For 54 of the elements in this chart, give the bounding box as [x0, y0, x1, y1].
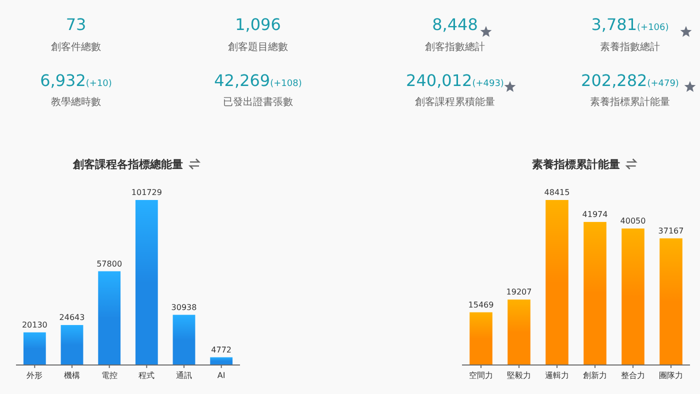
text: 8,448 [432, 15, 478, 34]
bar [622, 228, 644, 365]
bar [135, 200, 158, 365]
x-tick-label: 機構 [64, 371, 80, 380]
text: 6,932(+10) [40, 71, 112, 90]
text: 42,269(+108) [214, 71, 302, 90]
bar [172, 314, 196, 365]
data-label: 101729 [131, 188, 162, 197]
x-tick-label: 團隊力 [659, 371, 683, 380]
x-tick-label: 邏輯力 [545, 371, 569, 380]
x-tick-label: 堅毅力 [507, 371, 531, 380]
text: 240,012(+493) [406, 71, 504, 90]
data-label: 48415 [544, 188, 570, 197]
bar [60, 325, 84, 365]
text: 創客件總數 [51, 41, 101, 53]
data-label: 41974 [582, 210, 608, 219]
text: 已發出證書張數 [223, 96, 293, 108]
bar [584, 222, 606, 365]
x-tick-label: 通訊 [176, 371, 192, 380]
text: 3,781(+106) [591, 15, 669, 34]
text: 創客題目總數 [228, 41, 288, 53]
x-tick-label: 外形 [26, 371, 43, 380]
chart-title: 素養指標累計能量 [532, 158, 620, 171]
text: 教學總時數 [51, 96, 101, 108]
bar [98, 271, 121, 365]
chart-title: 創客課程各指標總能量 [72, 158, 183, 171]
bar [546, 200, 568, 365]
x-tick-label: 程式 [138, 371, 155, 380]
x-tick-label: 電控 [101, 371, 118, 380]
bar [508, 300, 530, 365]
text: 素養指標累計能量 [590, 96, 670, 108]
text: 素養指數總計 [600, 41, 660, 53]
data-label: 40050 [620, 216, 646, 226]
data-label: 30938 [171, 302, 197, 312]
x-tick-label: 空間力 [469, 371, 493, 380]
x-tick-label: AI [217, 371, 226, 380]
data-label: 37167 [658, 226, 684, 236]
x-tick-label: 創新力 [583, 371, 607, 380]
text: 創客課程累積能量 [415, 96, 495, 108]
bar [470, 312, 492, 365]
bar [23, 332, 46, 365]
bar [210, 357, 233, 365]
x-tick-label: 整合力 [621, 371, 645, 380]
data-label: 4772 [211, 345, 232, 354]
data-label: 20130 [22, 320, 48, 330]
text: 創客指數總計 [425, 41, 485, 53]
text: 73 [66, 15, 86, 34]
bar [660, 238, 682, 365]
text: 202,282(+479) [581, 71, 679, 90]
text: 1,096 [235, 15, 281, 34]
data-label: 57800 [96, 259, 122, 268]
data-label: 15469 [468, 300, 494, 310]
data-label: 19207 [506, 288, 532, 297]
data-label: 24643 [59, 313, 85, 322]
